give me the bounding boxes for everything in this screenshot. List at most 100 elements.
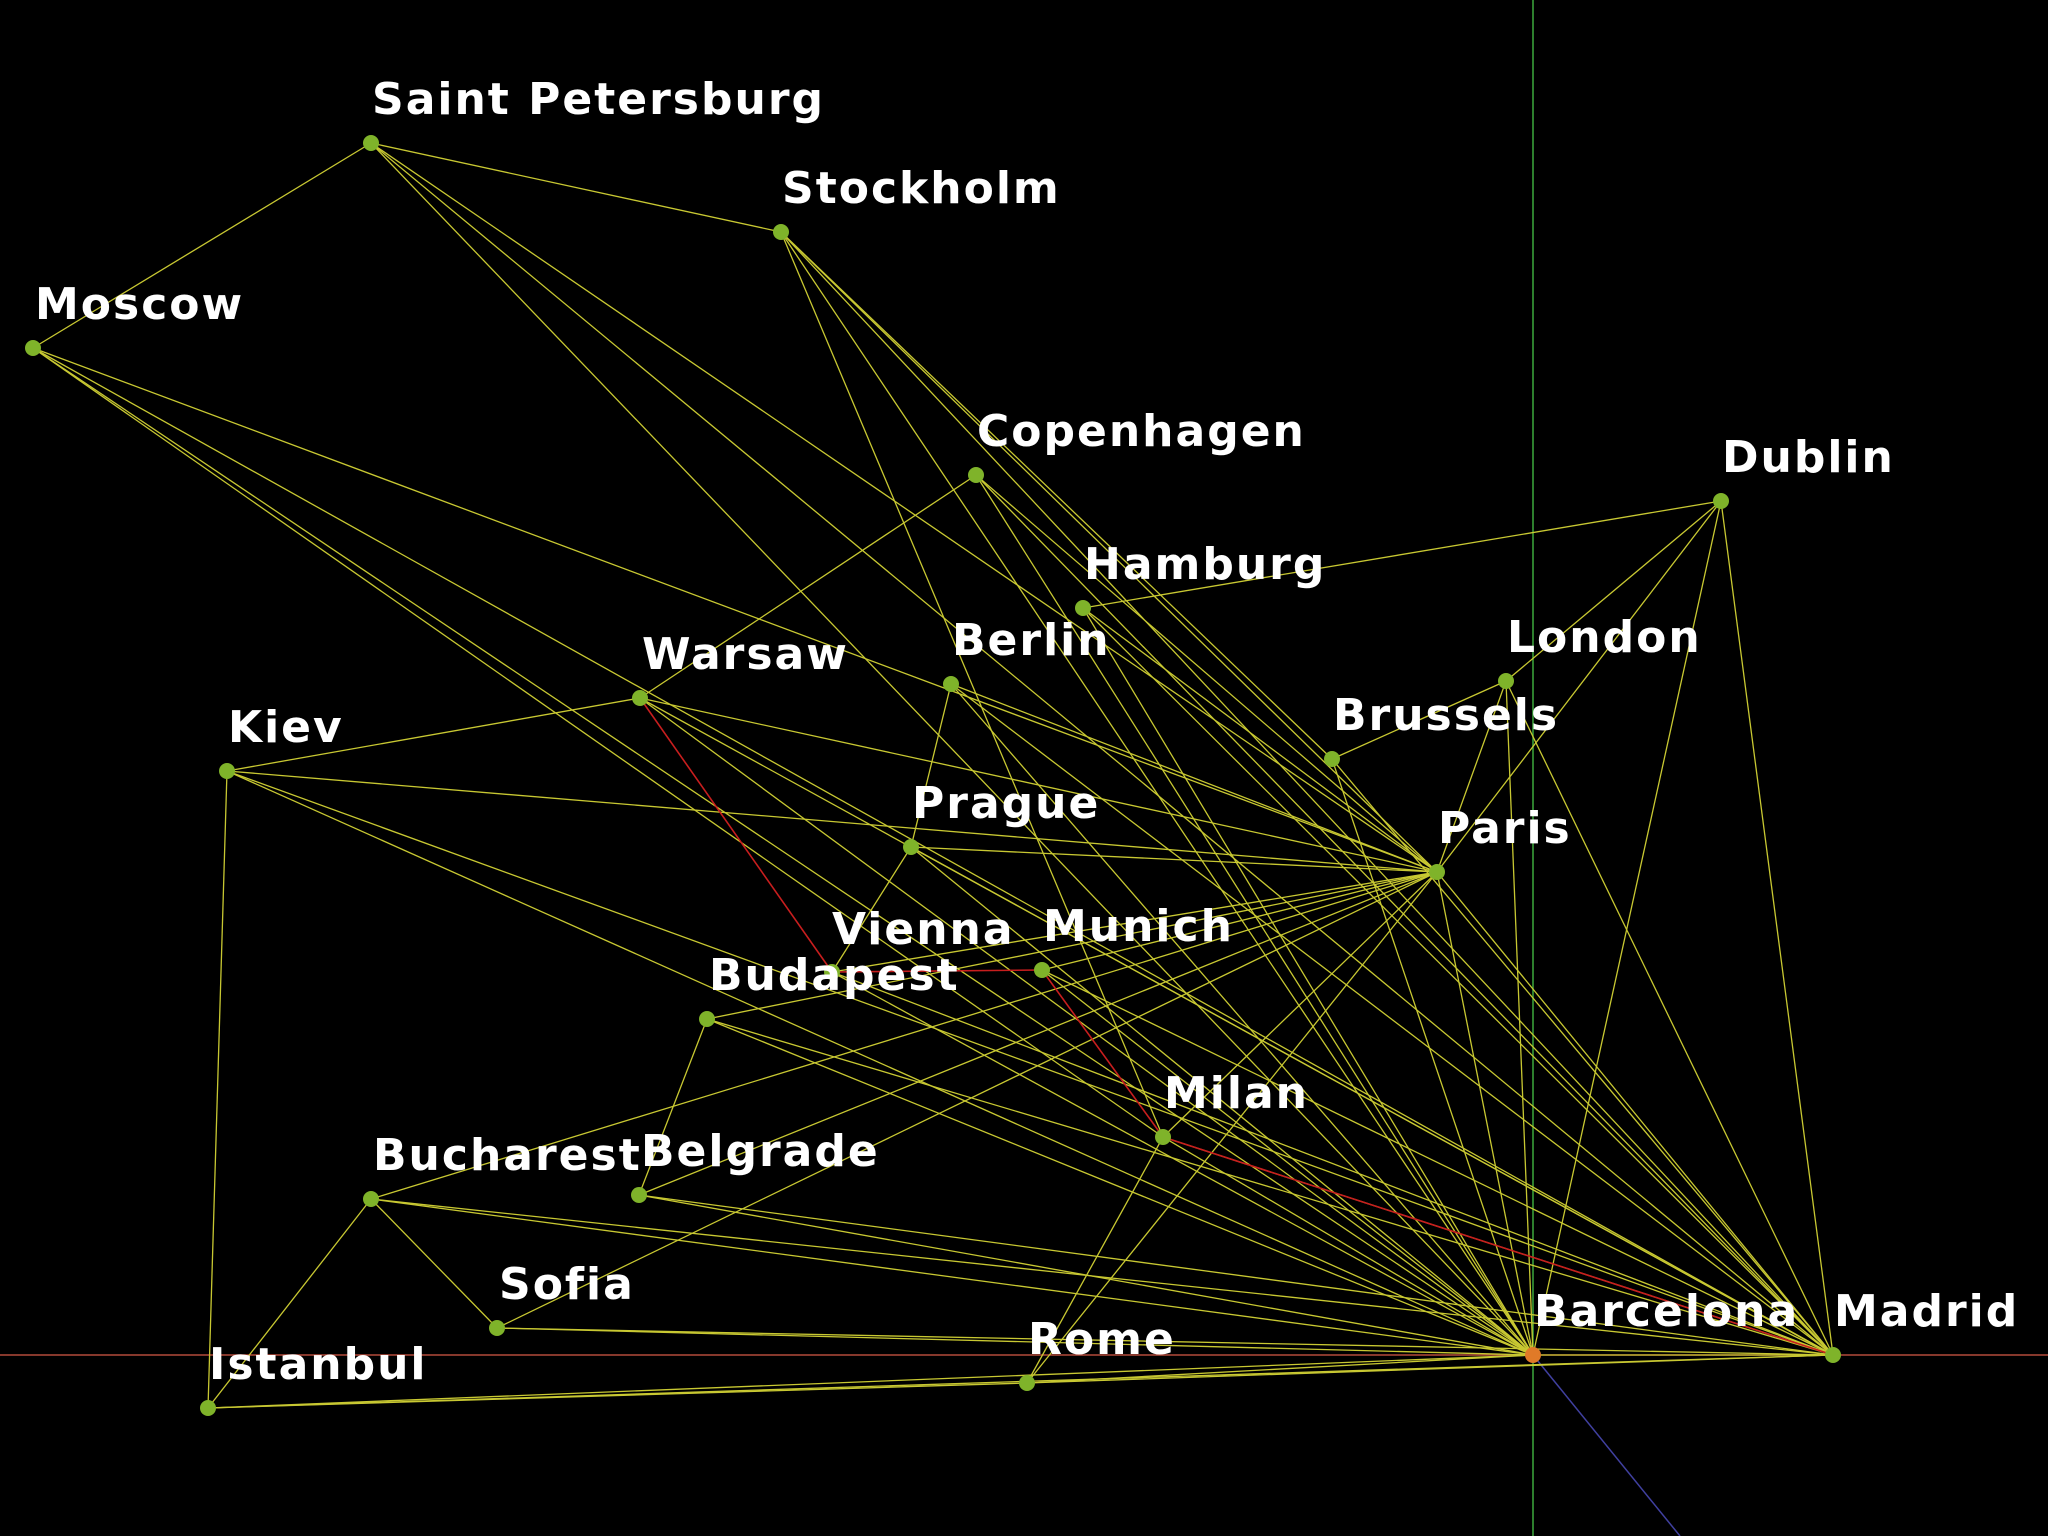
city-node-berlin[interactable] — [943, 676, 959, 692]
city-label-vienna: Vienna — [832, 904, 1015, 955]
city-label-milan: Milan — [1164, 1068, 1309, 1119]
city-label-istanbul: Istanbul — [209, 1339, 428, 1390]
city-node-kiev[interactable] — [219, 763, 235, 779]
edge-hamburg-barcelona — [1082, 607, 1534, 1356]
city-node-prague[interactable] — [903, 839, 919, 855]
edge-dublin-madrid — [1720, 500, 1834, 1356]
city-label-berlin: Berlin — [952, 615, 1111, 666]
city-label-madrid: Madrid — [1834, 1286, 2019, 1337]
city-label-paris: Paris — [1438, 803, 1572, 854]
city-node-rome[interactable] — [1019, 1375, 1035, 1391]
city-label-prague: Prague — [912, 778, 1100, 829]
city-node-stockholm[interactable] — [773, 224, 789, 240]
edge-prague-barcelona — [910, 846, 1534, 1356]
edge-dublin-hamburg — [1082, 500, 1722, 609]
edge-kiev-madrid — [226, 770, 1834, 1356]
city-label-sofia: Sofia — [499, 1259, 635, 1310]
edge-stockholm-barcelona — [780, 231, 1534, 1356]
city-label-kiev: Kiev — [228, 702, 344, 753]
edge-copenhagen-paris — [975, 474, 1438, 873]
edge-saint-petersburg-barcelona — [370, 142, 1534, 1356]
edge-belgrade-barcelona — [638, 1194, 1534, 1356]
edge-dublin-barcelona — [1532, 500, 1722, 1356]
edge-berlin-madrid — [950, 683, 1834, 1356]
city-node-munich[interactable] — [1034, 962, 1050, 978]
path-edge-vienna-munich — [831, 969, 1043, 973]
edge-copenhagen-warsaw — [639, 474, 977, 699]
edge-istanbul-barcelona — [207, 1354, 1534, 1409]
highlighted-path — [639, 697, 1834, 1356]
edge-warsaw-barcelona — [639, 697, 1534, 1356]
edge-kiev-paris — [226, 770, 1438, 873]
edge-kiev-barcelona — [226, 770, 1534, 1356]
city-node-budapest[interactable] — [699, 1011, 715, 1027]
city-label-barcelona: Barcelona — [1534, 1286, 1799, 1337]
city-node-moscow[interactable] — [25, 340, 41, 356]
edge-vienna-barcelona — [831, 971, 1534, 1356]
city-node-milan[interactable] — [1155, 1129, 1171, 1145]
city-node-saint-petersburg[interactable] — [363, 135, 379, 151]
edge-milan-barcelona — [1162, 1136, 1534, 1356]
edge-london-madrid — [1505, 680, 1834, 1356]
edge-paris-barcelona — [1436, 871, 1534, 1356]
edge-bucharest-madrid — [370, 1198, 1834, 1356]
edge-belgrade-paris — [638, 871, 1438, 1196]
edge-bucharest-barcelona — [370, 1198, 1534, 1356]
city-label-moscow: Moscow — [35, 279, 244, 330]
edge-moscow-milan — [32, 347, 1164, 1138]
city-node-istanbul[interactable] — [200, 1400, 216, 1416]
city-label-saint-petersburg: Saint Petersburg — [372, 74, 825, 125]
edge-saint-petersburg-madrid — [370, 142, 1834, 1356]
edge-prague-vienna — [831, 846, 912, 973]
city-node-belgrade[interactable] — [631, 1187, 647, 1203]
edge-stockholm-milan — [780, 231, 1164, 1138]
city-nodes — [25, 135, 1841, 1416]
city-node-hamburg[interactable] — [1075, 600, 1091, 616]
city-label-brussels: Brussels — [1333, 690, 1559, 741]
city-label-munich: Munich — [1043, 901, 1234, 952]
edge-warsaw-paris — [639, 697, 1438, 873]
edge-warsaw-kiev — [226, 697, 641, 772]
edge-milan-paris — [1162, 871, 1438, 1138]
edge-london-barcelona — [1505, 680, 1534, 1356]
city-label-rome: Rome — [1028, 1314, 1176, 1365]
city-node-barcelona[interactable] — [1525, 1347, 1541, 1363]
edge-belgrade-madrid — [638, 1194, 1834, 1356]
city-node-warsaw[interactable] — [632, 690, 648, 706]
edge-saint-petersburg-moscow — [32, 142, 372, 349]
path-edge-warsaw-vienna — [639, 697, 833, 973]
edge-copenhagen-madrid — [975, 474, 1834, 1356]
edge-bucharest-paris — [370, 871, 1438, 1200]
city-label-hamburg: Hamburg — [1084, 539, 1326, 590]
edge-hamburg-madrid — [1082, 607, 1834, 1356]
edge-budapest-madrid — [706, 1018, 1834, 1356]
edge-bucharest-sofia — [370, 1198, 498, 1329]
edge-bucharest-istanbul — [207, 1198, 372, 1409]
city-node-paris[interactable] — [1429, 864, 1445, 880]
city-node-london[interactable] — [1498, 673, 1514, 689]
city-label-bucharest: Bucharest — [373, 1130, 642, 1181]
edge-hamburg-paris — [1082, 607, 1438, 873]
z-axis-line — [1532, 1354, 1681, 1536]
city-node-vienna[interactable] — [824, 964, 840, 980]
city-node-bucharest[interactable] — [363, 1191, 379, 1207]
city-node-sofia[interactable] — [489, 1320, 505, 1336]
city-node-madrid[interactable] — [1825, 1347, 1841, 1363]
path-edge-munich-milan — [1041, 969, 1164, 1138]
city-label-warsaw: Warsaw — [642, 629, 849, 680]
city-node-copenhagen[interactable] — [968, 467, 984, 483]
edge-sofia-paris — [496, 871, 1438, 1329]
city-node-brussels[interactable] — [1324, 751, 1340, 767]
edge-rome-paris — [1026, 871, 1438, 1384]
city-label-london: London — [1507, 612, 1702, 663]
city-labels: Saint Petersburg Stockholm Moscow Copenhage… — [35, 74, 2019, 1390]
edge-moscow-barcelona — [32, 347, 1534, 1356]
edge-dublin-paris — [1436, 500, 1722, 873]
edge-prague-madrid — [910, 846, 1834, 1356]
city-node-dublin[interactable] — [1713, 493, 1729, 509]
edge-vienna-paris — [831, 871, 1438, 973]
city-label-budapest: Budapest — [709, 950, 960, 1001]
edge-munich-paris — [1041, 871, 1438, 971]
